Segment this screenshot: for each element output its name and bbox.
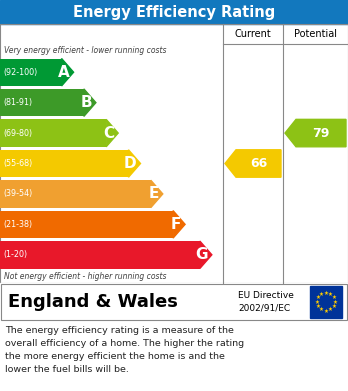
- Bar: [310, 286, 342, 318]
- Text: ★: ★: [328, 307, 333, 312]
- Text: ★: ★: [331, 295, 336, 300]
- Bar: [0, 89, 84, 117]
- Text: ★: ★: [333, 300, 338, 305]
- Text: (39-54): (39-54): [3, 189, 32, 198]
- Text: EU Directive: EU Directive: [238, 291, 294, 300]
- Polygon shape: [62, 59, 73, 86]
- Text: E: E: [148, 187, 159, 201]
- Text: ★: ★: [316, 295, 321, 300]
- Bar: [0, 241, 200, 269]
- Text: ★: ★: [319, 307, 324, 312]
- Bar: [1, 284, 347, 320]
- Text: ★: ★: [324, 308, 329, 314]
- Text: D: D: [124, 156, 136, 171]
- Text: ★: ★: [315, 300, 319, 305]
- Polygon shape: [200, 241, 212, 269]
- Polygon shape: [285, 119, 346, 147]
- Polygon shape: [106, 119, 118, 147]
- Text: ★: ★: [319, 292, 324, 297]
- Bar: [0, 283, 348, 321]
- Text: (92-100): (92-100): [3, 68, 37, 77]
- Bar: [0, 211, 173, 238]
- Text: 2002/91/EC: 2002/91/EC: [238, 304, 290, 313]
- Text: The energy efficiency rating is a measure of the
overall efficiency of a home. T: The energy efficiency rating is a measur…: [5, 326, 244, 373]
- Bar: [0, 59, 62, 86]
- Text: (69-80): (69-80): [3, 129, 32, 138]
- Polygon shape: [173, 211, 185, 238]
- Bar: [0, 24, 348, 283]
- Text: (55-68): (55-68): [3, 159, 32, 168]
- Bar: [0, 0, 348, 24]
- Text: 66: 66: [250, 157, 267, 170]
- Text: A: A: [58, 65, 70, 80]
- Text: ★: ★: [328, 292, 333, 297]
- Text: Current: Current: [235, 29, 271, 39]
- Text: England & Wales: England & Wales: [8, 293, 178, 311]
- Bar: [0, 150, 128, 177]
- Text: Potential: Potential: [294, 29, 337, 39]
- Bar: [0, 119, 106, 147]
- Polygon shape: [225, 150, 281, 177]
- Text: F: F: [171, 217, 181, 232]
- Text: Not energy efficient - higher running costs: Not energy efficient - higher running co…: [4, 272, 166, 281]
- Polygon shape: [84, 89, 96, 117]
- Text: C: C: [103, 126, 114, 141]
- Text: B: B: [80, 95, 92, 110]
- Text: G: G: [195, 247, 208, 262]
- Bar: [0, 180, 151, 208]
- Text: (81-91): (81-91): [3, 98, 32, 107]
- Text: Energy Efficiency Rating: Energy Efficiency Rating: [73, 5, 275, 20]
- Polygon shape: [151, 180, 163, 208]
- Text: ★: ★: [324, 291, 329, 296]
- Text: 79: 79: [312, 127, 330, 140]
- Text: (21-38): (21-38): [3, 220, 32, 229]
- Text: (1-20): (1-20): [3, 250, 27, 259]
- Text: Very energy efficient - lower running costs: Very energy efficient - lower running co…: [4, 46, 166, 55]
- Text: ★: ★: [316, 304, 321, 309]
- Text: ★: ★: [331, 304, 336, 309]
- Polygon shape: [128, 150, 141, 177]
